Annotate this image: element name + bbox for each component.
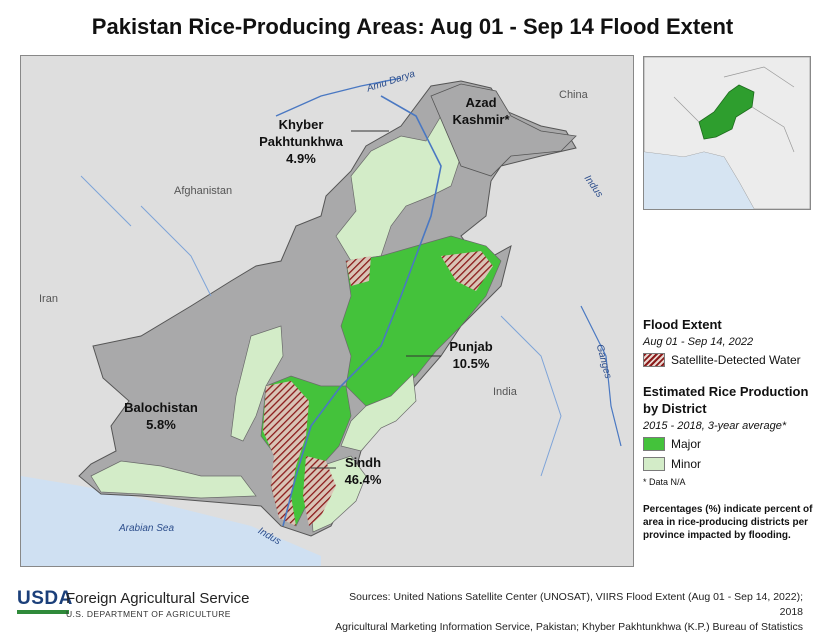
kp-name: Khyber Pakhtunkhwa — [259, 117, 343, 149]
punjab-minor — [340, 373, 417, 452]
sources-line-1: Sources: United Nations Satellite Center… — [349, 591, 803, 618]
label-balochistan: Balochistan 5.8% — [111, 399, 211, 433]
sindh-pct: 46.4% — [344, 472, 382, 487]
main-map: Khyber Pakhtunkhwa 4.9% Azad Kashmir* Pu… — [20, 55, 634, 567]
legend-flood-date: Aug 01 - Sep 14, 2022 — [643, 336, 754, 348]
legend-major-item: Major — [643, 437, 823, 451]
label-sindh: Sindh 46.4% — [333, 454, 393, 488]
map-title: Pakistan Rice-Producing Areas: Aug 01 - … — [91, 14, 734, 39]
label-arabian-sea: Arabian Sea — [119, 523, 175, 534]
label-india: India — [493, 386, 517, 398]
balochistan-name: Balochistan — [124, 400, 198, 415]
legend-note: * Data N/A — [643, 477, 686, 487]
flood-punjab-2 — [346, 256, 371, 286]
arabian-sea — [21, 476, 321, 566]
punjab-name: Punjab — [449, 339, 493, 354]
flood-punjab — [441, 251, 493, 291]
afghan-river — [140, 205, 212, 297]
label-afghanistan: Afghanistan — [174, 185, 233, 197]
inset-border-1 — [751, 106, 795, 153]
usda-logo: USDA — [17, 588, 73, 614]
balochistan-pct: 5.8% — [146, 417, 176, 432]
afghan-river-2 — [80, 175, 132, 227]
hatch-swatch — [643, 353, 665, 367]
legend-flood-label: Satellite-Detected Water — [671, 353, 801, 367]
inset-sea — [644, 152, 754, 209]
punjab-pct: 10.5% — [452, 356, 490, 371]
indus-river — [282, 95, 442, 527]
inset-canvas — [644, 57, 810, 209]
kp-pct: 4.9% — [286, 151, 316, 166]
label-iran: Iran — [39, 293, 58, 305]
label-punjab: Punjab 10.5% — [441, 338, 501, 372]
ganges-river — [580, 305, 622, 447]
ak-name: Azad Kashmir* — [452, 95, 510, 127]
amu-darya-river — [275, 77, 402, 117]
minor-swatch — [643, 457, 665, 471]
sources-line-2: Agricultural Marketing Information Servi… — [335, 621, 803, 633]
usda-wordmark: USDA — [17, 588, 73, 609]
legend-flood-item: Satellite-Detected Water — [643, 353, 823, 367]
azad-kashmir — [430, 83, 577, 177]
kp-minor — [335, 115, 462, 262]
agency-name: Foreign Agricultural Service — [66, 590, 250, 607]
legend-footnote: Percentages (%) indicate percent of area… — [643, 504, 813, 541]
department-name: U.S. DEPARTMENT OF AGRICULTURE — [66, 609, 231, 619]
legend-rice-period: 2015 - 2018, 3-year average* — [643, 420, 787, 432]
inset-border-2 — [673, 96, 700, 123]
legend-major-label: Major — [671, 437, 702, 451]
inset-map — [643, 56, 811, 210]
flood-sindh-2 — [303, 456, 336, 526]
legend-minor-label: Minor — [671, 457, 702, 471]
balochistan-minor-2 — [90, 460, 257, 499]
legend: Flood Extent Aug 01 - Sep 14, 2022 Satel… — [643, 316, 823, 542]
map-canvas — [21, 77, 622, 566]
label-azad-kashmir: Azad Kashmir* — [451, 94, 511, 128]
label-kp: Khyber Pakhtunkhwa 4.9% — [246, 116, 356, 167]
flood-sindh — [263, 381, 309, 526]
legend-rice-title: Estimated Rice Production by District — [643, 384, 809, 416]
legend-flood-title: Flood Extent — [643, 317, 722, 332]
legend-minor-item: Minor — [643, 457, 823, 471]
india-river — [500, 315, 562, 477]
label-china: China — [559, 89, 588, 101]
inset-border-3 — [723, 66, 795, 88]
sources: Sources: United Nations Satellite Center… — [323, 590, 803, 635]
usda-bar — [17, 610, 69, 614]
balochistan-minor — [230, 325, 284, 442]
major-swatch — [643, 437, 665, 451]
sindh-name: Sindh — [344, 455, 382, 470]
